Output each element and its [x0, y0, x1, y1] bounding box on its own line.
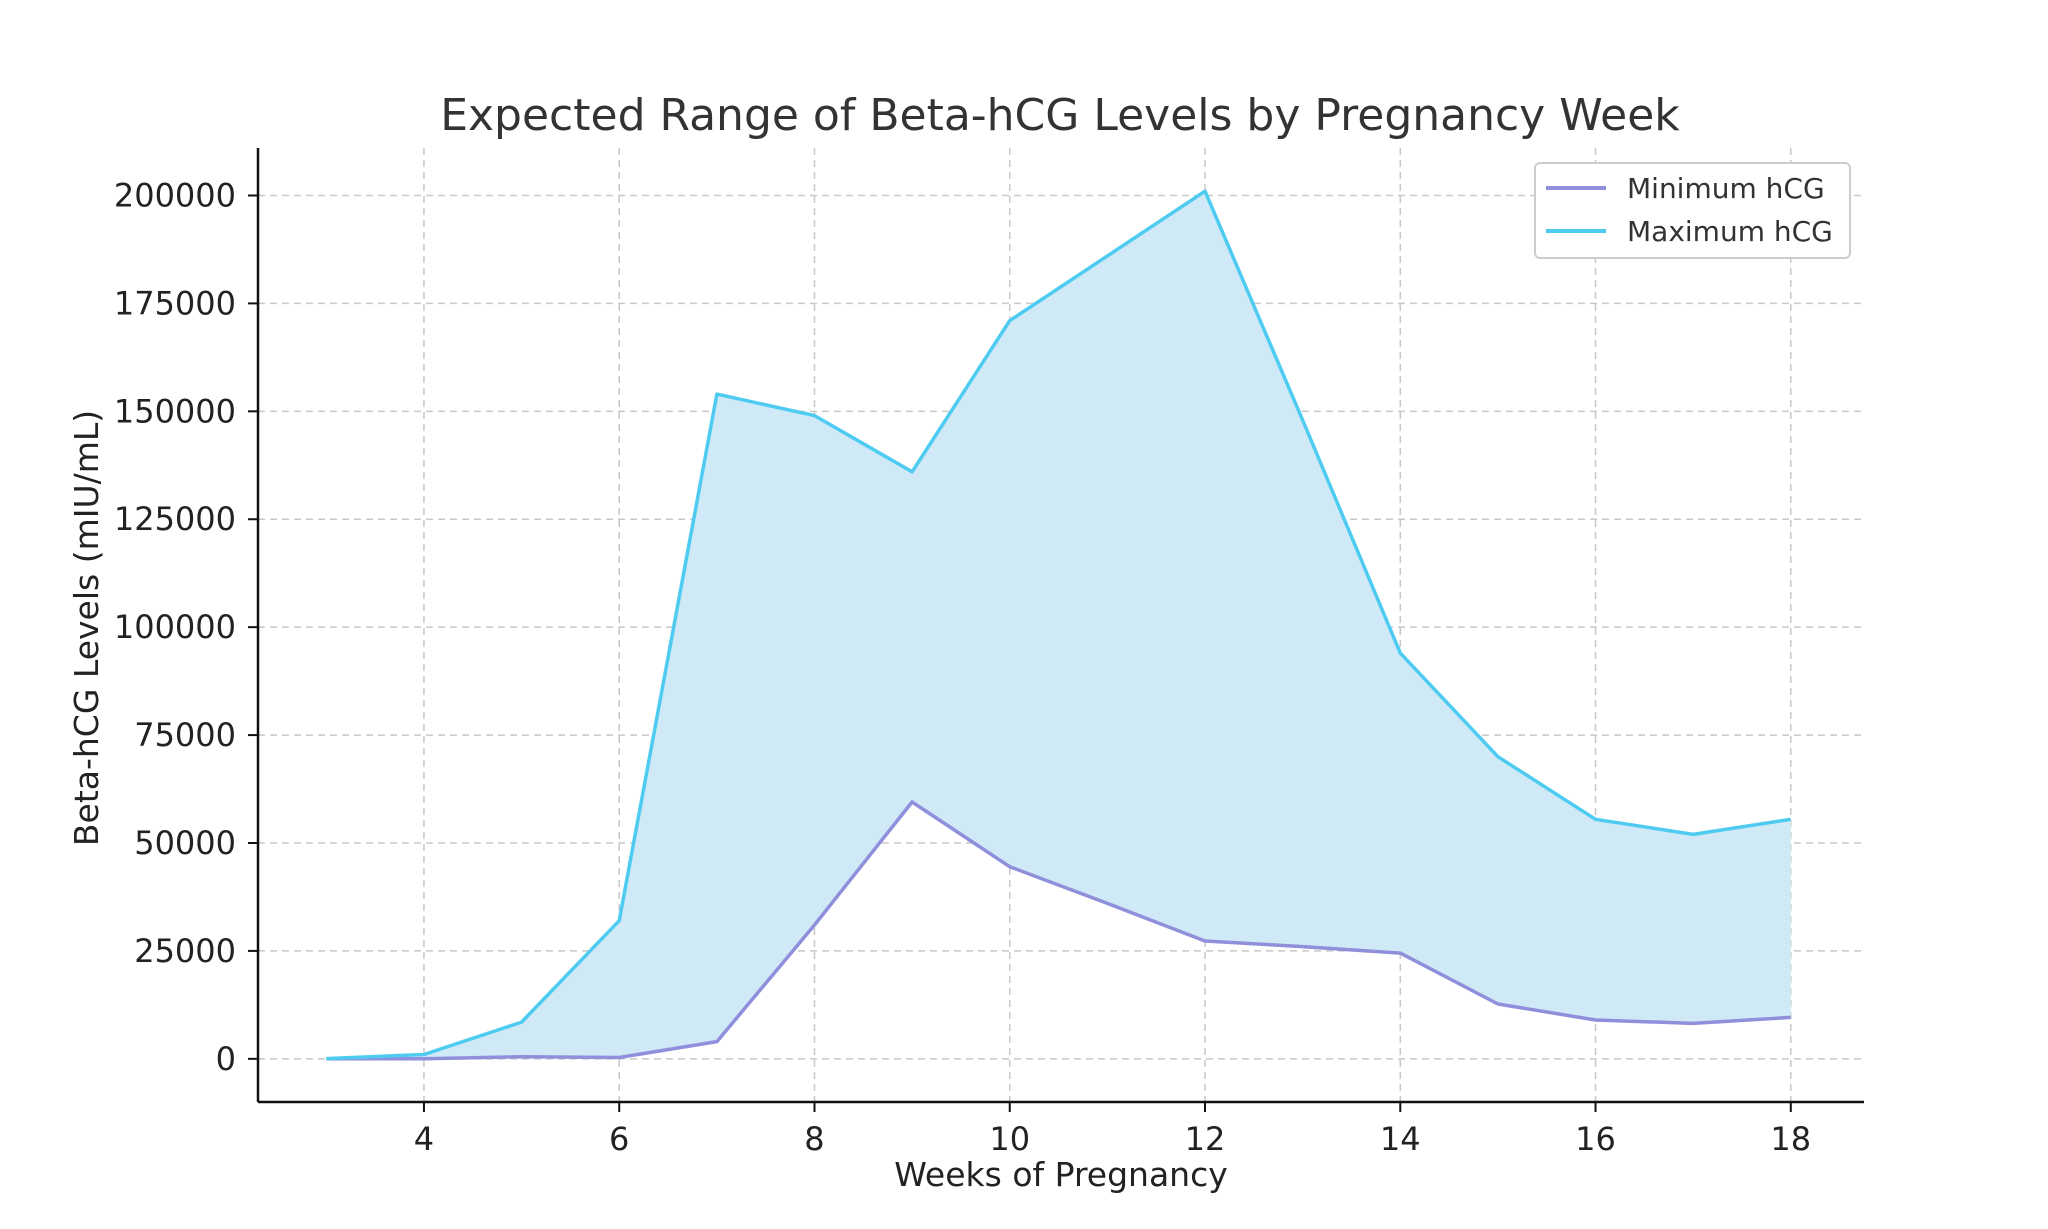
y-ticks: 0 25000 50000 75000 100000 125000 150000 175000…: [114, 176, 258, 1078]
chart-title: Expected Range of Beta-hCG Levels by Pre…: [440, 90, 1680, 141]
legend-label-maximum: Maximum hCG: [1627, 215, 1833, 248]
x-ticks: 4 6 8 10 12 14 16 18: [414, 1102, 1811, 1158]
range-fill-area: [326, 191, 1791, 1059]
x-tick-label-18: 18: [1770, 1120, 1811, 1158]
y-tick-label-50000: 50000: [134, 824, 236, 862]
x-tick-label-6: 6: [609, 1120, 629, 1158]
y-axis-title: Beta-hCG Levels (mIU/mL): [67, 410, 106, 846]
y-tick-label-125000: 125000: [114, 500, 236, 538]
series-line-maximum-hcg: [326, 189, 1792, 1061]
y-tick-label-25000: 25000: [134, 932, 236, 970]
x-axis-title: Weeks of Pregnancy: [894, 1155, 1228, 1194]
y-tick-label-150000: 150000: [114, 392, 236, 430]
y-tick-label-100000: 100000: [114, 608, 236, 646]
range-fill: [326, 191, 1791, 1059]
legend-box: [1534, 162, 1851, 259]
legend: Minimum hCG Maximum hCG: [1534, 162, 1851, 259]
x-tick-label-4: 4: [414, 1120, 434, 1158]
x-tick-label-10: 10: [989, 1120, 1030, 1158]
x-tick-label-8: 8: [804, 1120, 824, 1158]
x-tick-label-14: 14: [1380, 1120, 1421, 1158]
series-line-minimum-hcg: [326, 800, 1791, 1061]
x-tick-label-16: 16: [1575, 1120, 1616, 1158]
series-lines: [326, 189, 1792, 1061]
x-tick-label-12: 12: [1185, 1120, 1226, 1158]
y-tick-label-0: 0: [216, 1040, 236, 1078]
y-tick-label-175000: 175000: [114, 284, 236, 322]
y-tick-label-200000: 200000: [114, 176, 236, 214]
legend-label-minimum: Minimum hCG: [1627, 172, 1825, 205]
y-tick-label-75000: 75000: [134, 716, 236, 754]
